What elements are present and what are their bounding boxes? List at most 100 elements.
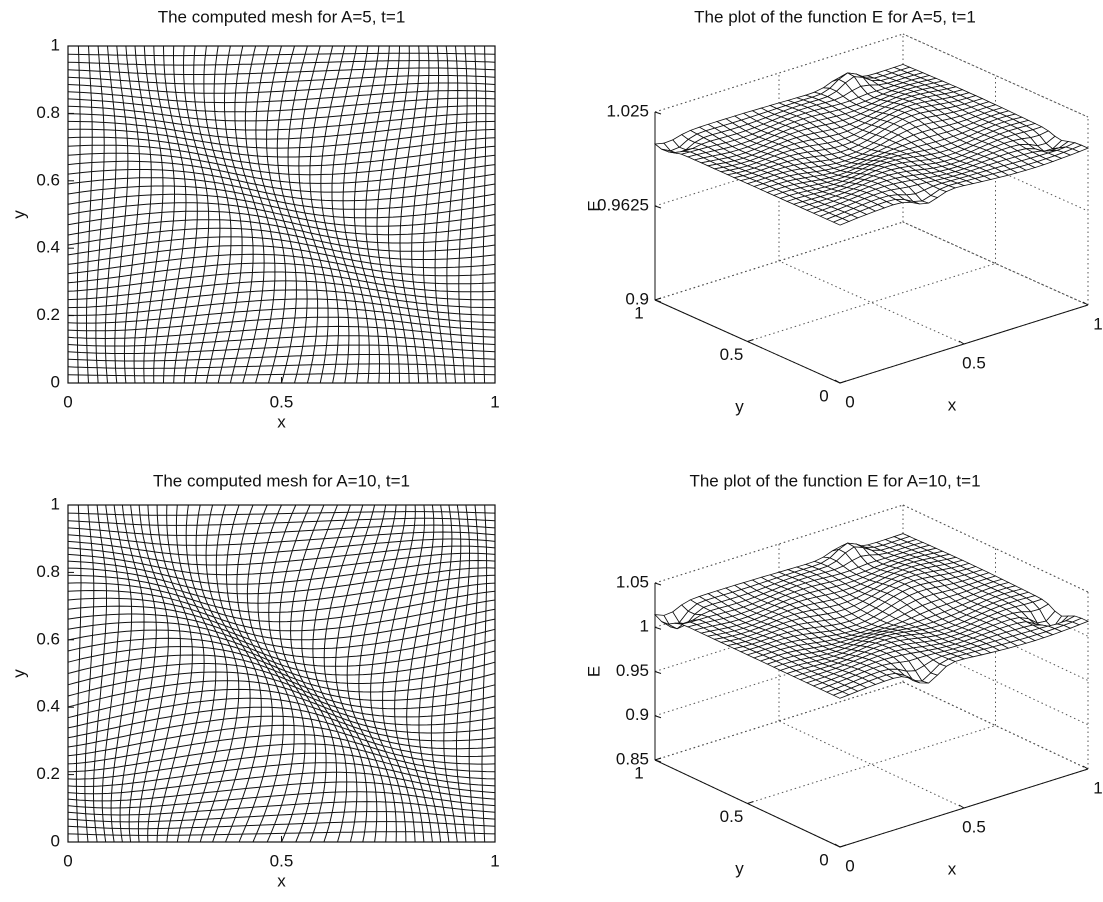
mesh-line (137, 504, 169, 843)
grid-line (778, 720, 965, 809)
mesh-line (67, 680, 496, 718)
y-tick (839, 844, 847, 848)
z-tick (654, 626, 662, 630)
z-tick-label: 0.85 (616, 749, 649, 768)
x-axis-label: x (277, 412, 286, 431)
mesh-line (382, 504, 416, 843)
chart-title: The computed mesh for A=10, t=1 (153, 471, 410, 490)
mesh-line (309, 45, 339, 384)
mesh-line (376, 45, 400, 384)
mesh-line (312, 504, 358, 843)
mesh-line (482, 45, 487, 384)
y-tick-label: 0.2 (36, 764, 60, 783)
mesh-line (276, 45, 308, 384)
mesh-line (434, 45, 449, 384)
mesh-line (226, 504, 273, 843)
grid-line (654, 221, 904, 301)
y-tick-label: 0.5 (720, 807, 744, 826)
y-axis-label: y (735, 859, 744, 878)
mesh-line (446, 45, 459, 384)
x-tick-label: 0.5 (270, 851, 294, 870)
mesh-line (67, 185, 496, 210)
y-tick-label: 1 (634, 303, 643, 322)
x-tick-label: 0 (63, 851, 72, 870)
mesh-line (470, 45, 477, 384)
z-tick-label: 0.95 (616, 661, 649, 680)
y-tick-label: 0.4 (36, 238, 60, 257)
mesh-line (67, 559, 496, 585)
mesh-line (67, 82, 496, 94)
mesh-line (67, 372, 496, 377)
mesh-line (67, 613, 496, 650)
mesh-line (443, 504, 462, 843)
mesh-lines (67, 45, 496, 384)
mesh-line (67, 307, 496, 324)
mesh-line (301, 504, 348, 843)
mesh-line (331, 45, 360, 384)
mesh-line (67, 128, 496, 149)
y-tick-label: 0.6 (36, 170, 60, 189)
y-tick-label: 0.4 (36, 697, 60, 716)
grid-line (747, 725, 996, 804)
mesh-line (67, 152, 496, 176)
mesh-line (67, 289, 496, 309)
mesh-line (481, 504, 488, 843)
mesh-line (422, 45, 440, 384)
mesh-line (114, 45, 129, 384)
mesh-line (67, 654, 496, 693)
mesh-line (67, 169, 496, 193)
mesh-line (342, 45, 370, 384)
mesh-line (67, 193, 496, 219)
grid-line (654, 504, 904, 584)
mesh-line (67, 538, 496, 556)
x-tick-label: 1 (1093, 778, 1102, 797)
mesh-line (67, 621, 496, 659)
x-tick-label: 0.5 (270, 392, 294, 411)
y-tick (654, 757, 662, 761)
grid-line (654, 681, 904, 761)
x-tick-label: 0.5 (962, 817, 986, 836)
mesh-line (67, 113, 496, 131)
mesh-line (67, 811, 496, 823)
x-tick-label: 1 (1093, 314, 1102, 333)
mesh-line (365, 45, 390, 384)
x-tick-label: 0 (845, 856, 854, 875)
mesh-line (143, 45, 164, 384)
z-axis-label: E (584, 200, 603, 211)
z-tick (654, 671, 662, 674)
mesh-line (279, 504, 327, 843)
mesh-line (287, 45, 319, 384)
mesh-line (323, 504, 368, 843)
z-tick-label: 1.025 (606, 101, 649, 120)
chart-title: The computed mesh for A=5, t=1 (158, 7, 406, 26)
z-tick (654, 715, 662, 719)
mesh-line (298, 45, 329, 384)
grid-line (747, 263, 996, 342)
x-tick-label: 0 (845, 392, 854, 411)
surface (653, 533, 1090, 699)
y-tick-label: 1 (634, 763, 643, 782)
mesh-line (358, 504, 397, 843)
mesh-line (67, 597, 496, 632)
surface-patch (832, 691, 850, 699)
mesh-line (67, 177, 496, 202)
mesh-line (67, 60, 496, 66)
mesh-line (67, 354, 496, 362)
mesh-line (67, 582, 496, 613)
x-tick-label: 1 (490, 851, 499, 870)
mesh-line (67, 136, 496, 158)
y-tick-label: 0 (51, 831, 60, 850)
x-tick-label: 0.5 (962, 353, 986, 372)
x-tick (834, 379, 841, 384)
mesh-line (67, 335, 496, 347)
z-tick (654, 759, 662, 763)
y-tick-label: 0.2 (36, 305, 60, 324)
y-tick-label: 0.8 (36, 562, 60, 581)
z-tick (654, 111, 662, 115)
mesh-line (67, 105, 496, 122)
x-tick (1082, 301, 1089, 306)
grid-line (654, 33, 904, 113)
mesh-line (67, 75, 496, 85)
x-tick-label: 0 (63, 392, 72, 411)
